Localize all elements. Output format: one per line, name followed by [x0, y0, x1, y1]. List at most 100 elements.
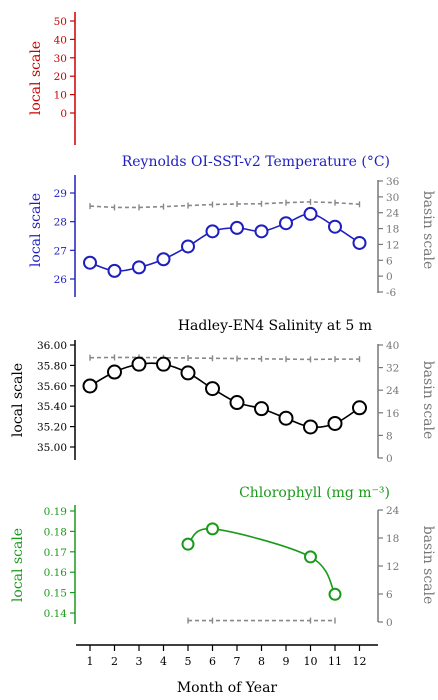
panel-1-left-tick-label: 0: [60, 108, 67, 120]
panel-2-right-tick-label: 6: [386, 255, 393, 267]
panel-4-left-tick-label: 0.15: [44, 588, 67, 600]
local-series-line: [89, 213, 360, 272]
panel-3-left-tick-label: 36.00: [37, 340, 67, 352]
panel-3-right-ylabel: basin scale: [420, 361, 436, 440]
panel-4-plot: [181, 522, 342, 624]
panel-4-left-tick-label: 0.17: [44, 547, 67, 559]
local-point: [327, 415, 343, 431]
panel-4-right-tick-label: 6: [386, 589, 393, 601]
panel-2-right-tick-label: 12: [386, 239, 399, 251]
panel-4-right-ticks: 24 18 12 6 0: [378, 505, 400, 629]
local-point: [131, 356, 147, 372]
panel-1-left-ticks: 50 40 30 20 10 0: [54, 16, 75, 120]
local-point: [206, 522, 219, 536]
local-point: [230, 220, 244, 235]
local-point: [107, 364, 122, 380]
x-tick-label: 5: [185, 655, 192, 668]
local-point: [181, 537, 195, 551]
panel-2-right-ylabel: basin scale: [420, 191, 436, 270]
x-tick-label: 7: [234, 655, 241, 668]
basin-series-line: [89, 201, 360, 209]
panel-3-right-ticks: 40 32 24 16 8 0: [378, 340, 400, 465]
panel-2-title: Reynolds OI-SST-v2 Temperature (°C): [122, 154, 390, 170]
local-point: [132, 260, 146, 275]
panel-3-left-tick-label: 35.00: [37, 442, 67, 454]
x-tick-label: 8: [258, 655, 265, 668]
panel-1-left-tick-label: 30: [54, 53, 67, 65]
local-point: [156, 252, 171, 267]
local-series-line: [187, 527, 336, 595]
local-point: [83, 255, 97, 270]
local-point: [278, 410, 294, 426]
panel-4-left-ticks: 0.19 0.18 0.17 0.16 0.15 0.14: [44, 506, 75, 620]
panel-3-title: Hadley-EN4 Salinity at 5 m: [178, 318, 372, 334]
panel-3-left-tick-label: 35.40: [37, 401, 67, 413]
panel-2-right-tick-label: 0: [386, 271, 393, 283]
panel-4-title: Chlorophyll (mg m⁻³): [239, 485, 390, 501]
panel-2: Reynolds OI-SST-v2 Temperature (°C) loca…: [28, 154, 436, 299]
x-tick-label: 11: [328, 655, 342, 668]
panel-2-left-tick-label: 28: [54, 217, 67, 229]
panel-3-right-tick-label: 16: [386, 408, 400, 420]
panel-4-left-tick-label: 0.14: [44, 608, 68, 620]
panel-4-right-tick-label: 12: [386, 561, 399, 573]
local-point: [180, 365, 196, 381]
panel-2-left-tick-label: 27: [54, 245, 67, 257]
local-point: [303, 206, 318, 221]
panel-3-right-tick-label: 24: [386, 385, 400, 397]
local-point: [229, 395, 245, 411]
local-point: [328, 587, 342, 601]
local-point: [156, 356, 171, 372]
panel-4: Chlorophyll (mg m⁻³) local scale basin s…: [10, 485, 436, 629]
local-point: [254, 401, 269, 417]
x-tick-label: 9: [283, 655, 290, 668]
panel-1-left-ylabel: local scale: [28, 41, 44, 115]
panel-3-left-tick-label: 35.20: [37, 422, 67, 434]
panel-3-plot: [82, 354, 367, 435]
local-point: [304, 550, 317, 564]
panel-4-right-tick-label: 24: [386, 505, 400, 517]
panel-1-left-tick-label: 40: [54, 34, 67, 46]
x-tick-label: 12: [353, 655, 367, 668]
panel-3-left-tick-label: 35.80: [37, 360, 67, 372]
panel-2-plot: [83, 198, 367, 278]
panel-4-left-ylabel: local scale: [10, 528, 26, 602]
panel-4-left-tick-label: 0.18: [44, 526, 67, 538]
panel-2-right-tick-label: 30: [386, 192, 399, 204]
panel-1-left-tick-label: 50: [54, 16, 67, 28]
panel-2-right-tick-label: 36: [386, 176, 400, 188]
panel-3-right-tick-label: 40: [386, 340, 399, 352]
local-point: [181, 239, 195, 254]
x-axis-label: Month of Year: [177, 680, 278, 696]
panel-2-right-tick-label: 24: [386, 208, 400, 220]
basin-series-line: [89, 356, 360, 361]
local-point: [205, 224, 220, 239]
x-ticks: 1 2 3 4 5 6 7 8 9 10 11 12: [87, 645, 367, 668]
panel-2-right-tick-label: -6: [386, 287, 397, 299]
local-point: [107, 263, 122, 278]
panel-1-left-tick-label: 20: [54, 71, 67, 83]
x-tick-label: 4: [160, 655, 167, 668]
panel-4-right-ylabel: basin scale: [420, 526, 436, 605]
local-point: [254, 224, 269, 239]
panel-1-left-tick-label: 10: [54, 90, 67, 102]
x-tick-label: 6: [209, 655, 216, 668]
panel-3-left-ylabel: local scale: [10, 363, 26, 437]
x-tick-label: 10: [304, 655, 318, 668]
local-point: [279, 216, 293, 231]
panel-3-right-tick-label: 8: [386, 430, 393, 442]
panel-4-right-tick-label: 0: [386, 617, 393, 629]
panel-4-left-tick-label: 0.16: [44, 567, 68, 579]
local-point: [328, 219, 342, 234]
panel-2-right-ticks: 36 30 24 18 12 6 0 -6: [378, 176, 400, 299]
x-tick-label: 1: [87, 655, 94, 668]
panel-4-right-tick-label: 18: [386, 533, 399, 545]
panel-3-left-tick-label: 35.60: [37, 381, 67, 393]
local-point: [303, 419, 318, 435]
panel-2-right-tick-label: 18: [386, 224, 399, 236]
local-point: [205, 381, 220, 397]
panel-2-left-tick-label: 26: [54, 274, 68, 286]
panel-3: Hadley-EN4 Salinity at 5 m local scale b…: [10, 318, 436, 465]
x-axis: 1 2 3 4 5 6 7 8 9 10 11 12 Month of Year: [76, 644, 378, 696]
